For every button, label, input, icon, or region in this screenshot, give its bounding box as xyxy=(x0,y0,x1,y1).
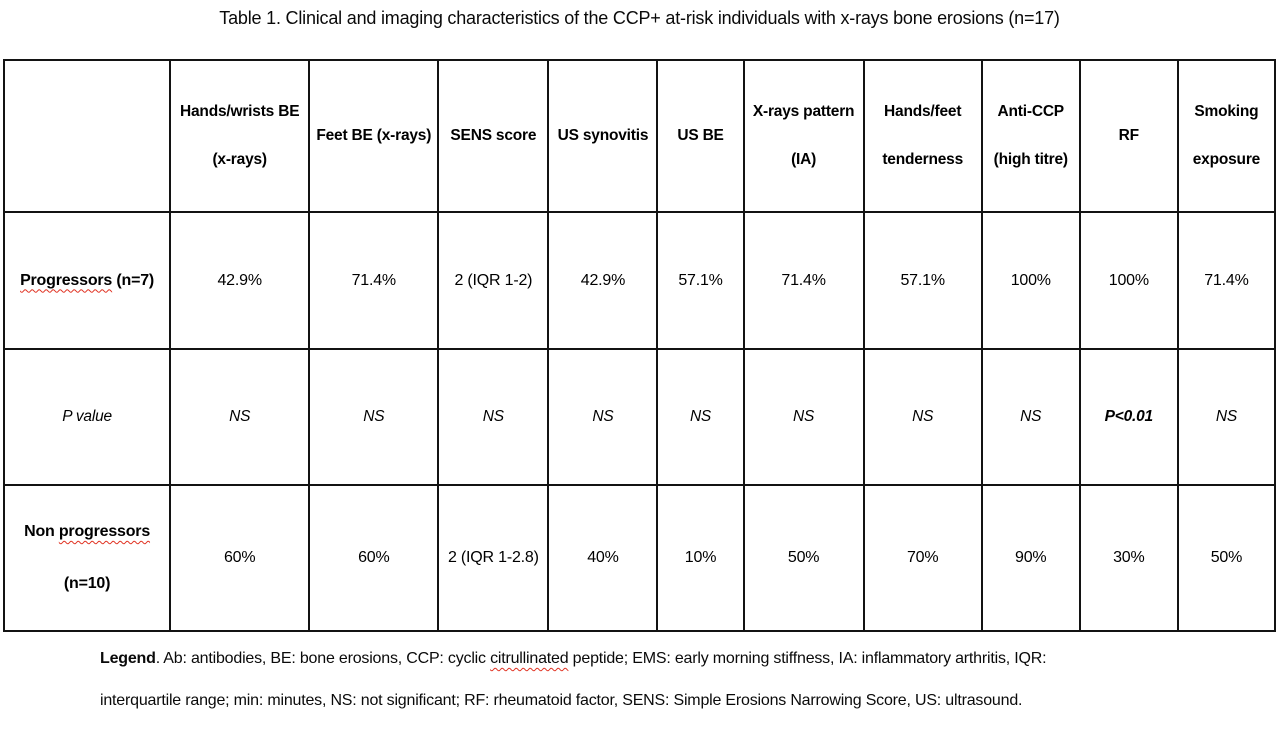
legend-label: Legend xyxy=(100,650,156,667)
table-cell: 50% xyxy=(742,484,865,632)
table-cell: NS xyxy=(742,348,865,486)
table-cell: 2 (IQR 1-2) xyxy=(437,211,550,350)
table-cell: 60% xyxy=(169,484,311,632)
row-label-prefix: Non xyxy=(24,523,59,540)
header-hands-wrists-be: Hands/wrists BE (x-rays) xyxy=(169,59,311,213)
legend-text: peptide; EMS: early morning stiffness, I… xyxy=(568,650,1047,667)
row-label-line: (n=10) xyxy=(63,575,111,592)
header-line: Hands/feet xyxy=(884,103,962,120)
table-cell: 42.9% xyxy=(547,211,659,350)
table-cell: 2 (IQR 1-2.8) xyxy=(437,484,550,632)
header-line: Feet BE (x-rays) xyxy=(316,127,432,144)
header-sens-score: SENS score xyxy=(437,59,550,213)
table-cell: 42.9% xyxy=(169,211,311,350)
header-rf: RF xyxy=(1078,59,1179,213)
header-line: SENS score xyxy=(450,127,537,144)
table-cell: 71.4% xyxy=(308,211,440,350)
spellcheck-word: citrullinated xyxy=(490,650,569,667)
legend: Legend. Ab: antibodies, BE: bone erosion… xyxy=(100,638,1279,722)
table-header-row: Hands/wrists BE (x-rays) Feet BE (x-rays… xyxy=(2,59,1277,213)
table-cell: 100% xyxy=(980,211,1081,350)
spellcheck-word: progressors xyxy=(58,523,151,540)
table-cell: 71.4% xyxy=(742,211,865,350)
header-line: US synovitis xyxy=(557,127,649,144)
table-cell: 10% xyxy=(656,484,745,632)
header-us-be: US BE xyxy=(656,59,745,213)
header-line: X-rays pattern xyxy=(752,103,855,120)
table-cell: NS xyxy=(169,348,311,486)
progressors-row-label: Progressors (n=7) xyxy=(2,211,172,350)
row-label-line: Non progressors xyxy=(7,506,167,558)
table-cell: NS xyxy=(656,348,745,486)
header-line: US BE xyxy=(677,127,724,144)
header-line: (x-rays) xyxy=(212,151,267,168)
table-cell: 100% xyxy=(1078,211,1179,350)
table-cell: NS xyxy=(862,348,983,486)
page-title: Table 1. Clinical and imaging characteri… xyxy=(219,8,1060,28)
pvalue-row-label: P value xyxy=(2,348,172,486)
header-line: (high titre) xyxy=(993,151,1068,168)
header-hands-feet-tenderness: Hands/feet tenderness xyxy=(862,59,983,213)
non-progressors-row-label: Non progressors (n=10) xyxy=(2,484,172,632)
header-line: Smoking xyxy=(1194,103,1259,120)
table-cell: 30% xyxy=(1078,484,1179,632)
table-cell: 40% xyxy=(547,484,659,632)
pvalue-row: P value NS NS NS NS NS NS NS NS P<0.01 N… xyxy=(2,348,1277,486)
table-cell: 90% xyxy=(980,484,1081,632)
header-xrays-pattern: X-rays pattern (IA) xyxy=(742,59,865,213)
header-line: (IA) xyxy=(791,151,817,168)
table-cell: 70% xyxy=(862,484,983,632)
header-us-synovitis: US synovitis xyxy=(547,59,659,213)
header-anti-ccp: Anti-CCP (high titre) xyxy=(980,59,1081,213)
header-line: tenderness xyxy=(882,151,964,168)
legend-text: . Ab: antibodies, BE: bone erosions, CCP… xyxy=(155,650,491,667)
legend-line-1: Legend. Ab: antibodies, BE: bone erosion… xyxy=(100,638,1279,680)
table-cell: NS xyxy=(547,348,659,486)
clinical-characteristics-table: Hands/wrists BE (x-rays) Feet BE (x-rays… xyxy=(2,59,1277,632)
table-cell: 57.1% xyxy=(862,211,983,350)
table-corner-cell xyxy=(2,59,172,213)
header-line: Anti-CCP xyxy=(997,103,1065,120)
table-cell: 60% xyxy=(308,484,440,632)
table-cell: 57.1% xyxy=(656,211,745,350)
spellcheck-word: Progressors xyxy=(20,271,113,289)
table-cell: 71.4% xyxy=(1176,211,1277,350)
header-line: exposure xyxy=(1192,151,1261,168)
header-line: RF xyxy=(1118,127,1139,144)
table-cell: NS xyxy=(308,348,440,486)
progressors-row: Progressors (n=7) 42.9% 71.4% 2 (IQR 1-2… xyxy=(2,211,1277,350)
significant-pvalue-cell: P<0.01 xyxy=(1078,348,1179,486)
row-label-suffix: (n=7) xyxy=(112,271,155,289)
table-cell: NS xyxy=(980,348,1081,486)
non-progressors-row: Non progressors (n=10) 60% 60% 2 (IQR 1-… xyxy=(2,484,1277,632)
header-feet-be: Feet BE (x-rays) xyxy=(308,59,440,213)
legend-line-2: interquartile range; min: minutes, NS: n… xyxy=(100,692,1023,709)
table-cell: 50% xyxy=(1176,484,1277,632)
table-cell: NS xyxy=(1176,348,1277,486)
table-cell: NS xyxy=(437,348,550,486)
header-smoking-exposure: Smoking exposure xyxy=(1176,59,1277,213)
header-line: Hands/wrists BE xyxy=(180,103,300,120)
